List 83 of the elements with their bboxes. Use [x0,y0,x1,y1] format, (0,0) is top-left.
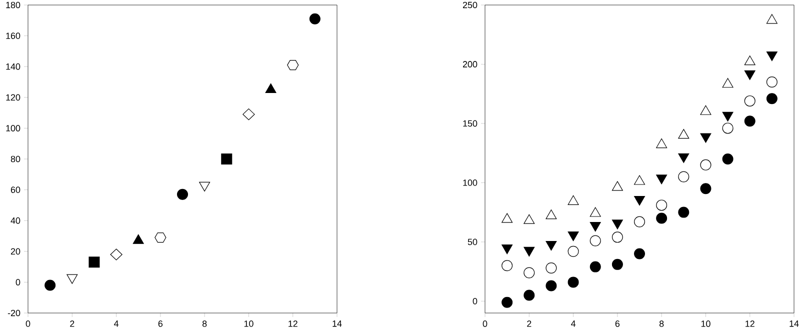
point [88,256,100,268]
point [287,60,299,70]
point [722,122,734,134]
x-tick-label: 4 [571,320,576,327]
point [766,93,778,104]
point [744,56,756,66]
point [199,182,210,192]
x-tick-label: 4 [114,320,119,327]
point [656,200,668,211]
point [722,78,734,88]
point [66,274,78,284]
x-tick-label: 2 [527,320,532,327]
y-tick-label: 180 [6,2,20,8]
y-tick-label: -20 [8,310,20,316]
point [744,116,756,127]
point [766,76,778,88]
x-tick-label: 14 [332,320,342,327]
y-tick-label: 140 [6,63,20,70]
point [154,232,166,243]
x-tick-label: 0 [26,320,30,327]
point [110,248,122,260]
point [524,267,535,278]
point [546,262,557,274]
y-tick-label: 120 [6,94,20,101]
point [656,138,668,148]
point [502,213,513,223]
y-tick-label: 50 [468,238,478,246]
point [590,235,601,246]
y-tick-label: 160 [6,32,20,39]
point [612,181,623,191]
x-tick-label: 12 [746,320,754,327]
point [590,207,601,217]
point [678,129,690,139]
point [700,105,712,115]
point [546,210,557,220]
y-tick-label: 0 [16,279,20,286]
y-tick-label: 40 [10,217,20,224]
y-tick-label: 0 [472,298,478,304]
point [524,214,535,224]
x-tick-label: 2 [70,320,74,327]
point [524,290,535,301]
y-tick-label: 250 [462,2,478,8]
y-tick-label: 60 [10,186,20,193]
y-tick-label: 100 [6,125,20,132]
point [678,206,690,218]
point [44,280,56,291]
point [612,232,623,243]
y-tick-label: 20 [10,248,20,255]
x-tick-label: 14 [790,320,799,327]
x-tick-label: 6 [615,320,620,327]
x-tick-label: 10 [244,320,254,327]
point [590,261,601,272]
x-tick-label: 8 [202,320,207,327]
point [568,276,579,288]
point [766,14,778,24]
point [502,296,513,308]
point [634,216,646,228]
point [221,154,232,164]
y-tick-label: 200 [462,61,478,68]
point [634,175,646,185]
point [546,280,557,292]
x-tick-label: 10 [701,320,710,327]
point [678,171,690,182]
point [612,258,623,270]
y-tick-label: 150 [463,120,478,127]
point [722,153,734,164]
point [700,159,712,170]
point [700,183,712,194]
point [502,260,513,272]
x-tick-label: 12 [288,320,298,327]
point [309,13,320,24]
y-tick-label: 80 [10,156,20,162]
point [656,212,668,224]
point [744,95,756,106]
point [568,195,579,205]
point [568,246,579,257]
x-tick-label: 0 [482,320,488,327]
x-tick-label: 6 [158,320,163,327]
y-tick-label: 100 [463,180,478,186]
point [634,248,646,260]
x-tick-label: 8 [659,320,664,327]
point [242,108,255,120]
point [177,188,188,200]
